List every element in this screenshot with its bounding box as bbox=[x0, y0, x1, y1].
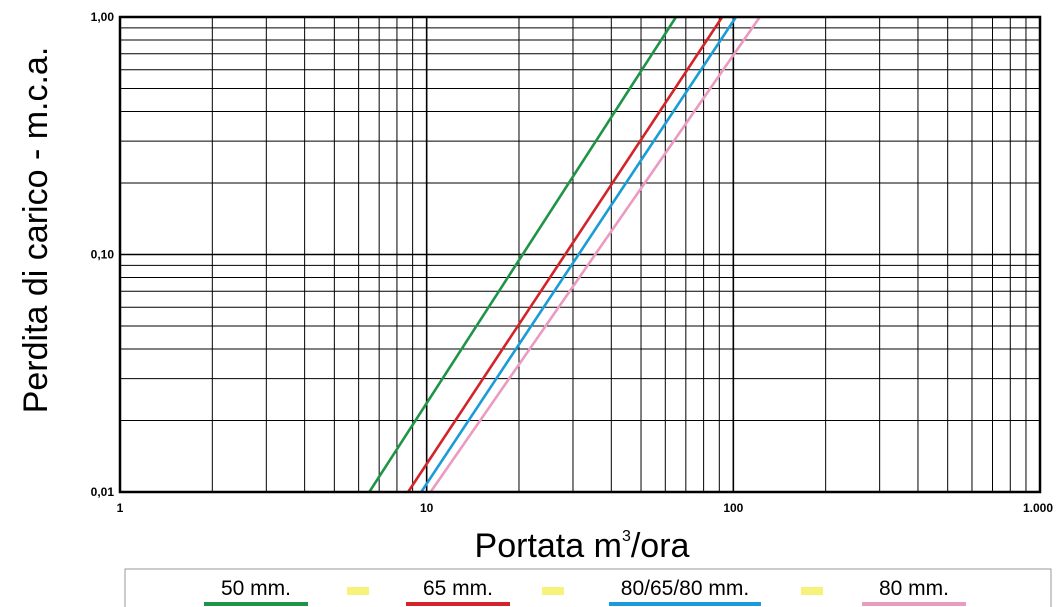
series-line-2 bbox=[420, 17, 738, 492]
x-tick-label: 1 bbox=[117, 501, 124, 515]
legend-separator bbox=[542, 587, 564, 595]
legend-label: 50 mm. bbox=[221, 577, 291, 600]
x-axis-label-main: Portata m bbox=[475, 527, 622, 565]
y-tick-labels: 0,01 0,10 1,00 bbox=[91, 10, 115, 499]
legend-separator bbox=[347, 587, 369, 595]
y-tick-label: 0,01 bbox=[91, 485, 115, 499]
series-line-0 bbox=[368, 17, 678, 492]
series-line-3 bbox=[429, 17, 761, 492]
legend-label: 80 mm. bbox=[879, 577, 949, 600]
grid bbox=[120, 17, 1040, 492]
series-line-1 bbox=[407, 17, 724, 492]
y-axis-label: Perdita di carico - m.c.a. bbox=[17, 47, 55, 414]
plot-frame bbox=[118, 15, 1042, 494]
x-tick-label: 10 bbox=[420, 501, 434, 515]
legend-label: 80/65/80 mm. bbox=[621, 577, 749, 600]
y-tick-label: 0,10 bbox=[91, 248, 115, 262]
legend-box bbox=[124, 568, 1052, 607]
series-lines bbox=[368, 17, 761, 492]
x-tick-label: 100 bbox=[723, 501, 743, 515]
legend-separator bbox=[801, 587, 823, 595]
x-axis-label-tail: /ora bbox=[631, 527, 690, 565]
x-tick-labels: 1 10 100 1.000 bbox=[117, 501, 1054, 515]
legend: 50 mm. 65 mm. 80/65/80 mm. 80 mm. bbox=[204, 577, 966, 606]
legend-label: 65 mm. bbox=[423, 577, 493, 600]
x-axis-label-sup: 3 bbox=[622, 528, 631, 545]
x-tick-label: 1.000 bbox=[1023, 501, 1053, 515]
x-axis-label: Portata m3/ora bbox=[475, 527, 690, 565]
y-tick-label: 1,00 bbox=[91, 10, 115, 24]
